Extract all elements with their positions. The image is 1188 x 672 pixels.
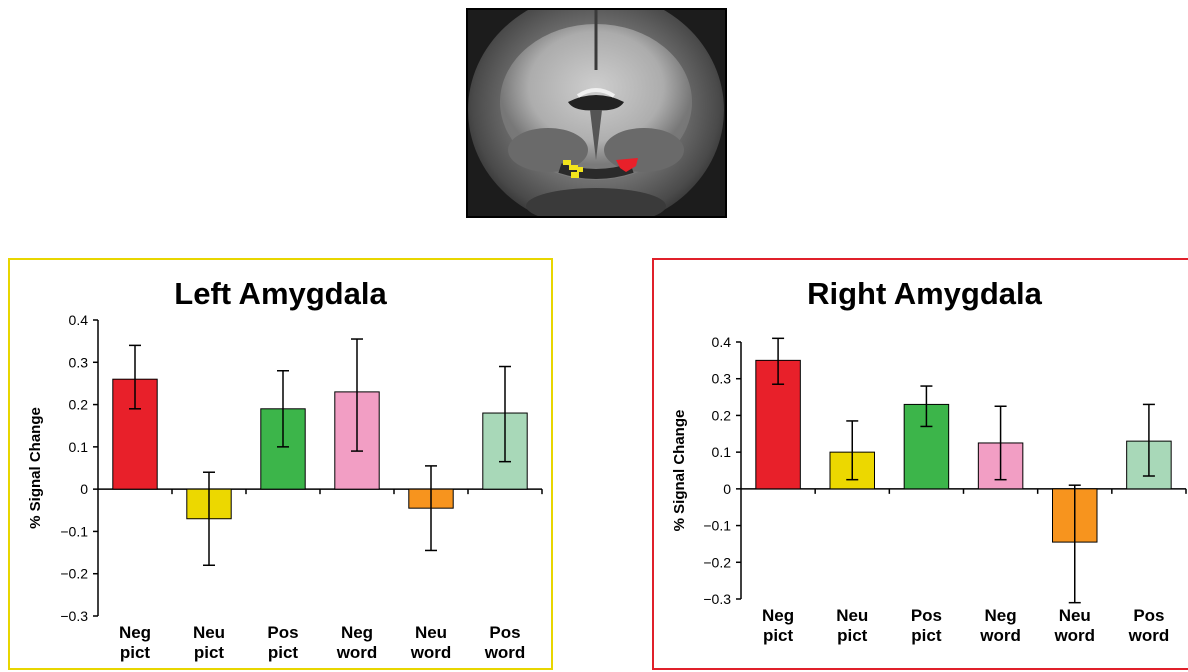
x-tick-label: Neu pict — [836, 606, 868, 645]
x-tick-label-line: Neu — [836, 606, 868, 625]
x-tick-label: Neu word — [1053, 606, 1095, 645]
x-tick-label: Pos word — [1128, 606, 1170, 645]
brain-coronal-slice-image — [466, 0, 727, 228]
x-tick-label-line: word — [979, 626, 1021, 645]
x-tick-label: Pos word — [484, 623, 526, 662]
y-tick-label: −0.1 — [703, 518, 731, 534]
y-tick-label: −0.3 — [703, 591, 731, 607]
right-amygdala-roi — [616, 158, 638, 172]
y-tick-label: 0.4 — [712, 334, 732, 350]
error-bar — [994, 405, 1007, 481]
y-tick-label: 0.2 — [712, 407, 732, 423]
x-tick-label: Neg pict — [762, 606, 794, 645]
x-tick-label: Neu pict — [193, 623, 225, 662]
left-amygdala-chart: % Signal Change 0.4 0.3 0.2 0.1 0 −0.1 −0.2 −0.3… — [27, 312, 543, 662]
error-bar — [425, 465, 437, 552]
x-tick-label-line: Neg — [762, 606, 794, 625]
x-tick-label-line: pict — [194, 643, 225, 662]
x-tick-label-line: Neu — [193, 623, 225, 642]
x-tick-label-line: pict — [837, 626, 868, 645]
x-tick-label-line: pict — [268, 643, 299, 662]
x-tick-label-line: word — [336, 643, 378, 662]
y-axis-label: % Signal Change — [671, 410, 688, 532]
error-bar — [203, 471, 215, 567]
error-bar — [846, 420, 859, 481]
x-tick-label-line: Pos — [1133, 606, 1164, 625]
x-tick-label-line: Pos — [267, 623, 298, 642]
x-tick-label-line: Pos — [911, 606, 942, 625]
left-amygdala-panel: Left Amygdala % Signal Change 0.4 0.3 0.2 0.… — [8, 258, 553, 670]
y-tick-label: 0.1 — [69, 439, 89, 455]
x-tick-label-line: word — [410, 643, 452, 662]
x-tick-label: Neg pict — [119, 623, 151, 662]
right-amygdala-chart: % Signal Change 0.4 0.3 0.2 0.1 0 −0.1 −0.2 −0.3… — [671, 334, 1187, 645]
x-tick-label: Pos pict — [911, 606, 942, 645]
x-tick-label-line: Neg — [119, 623, 151, 642]
error-bar — [1068, 484, 1081, 604]
y-tick-label: −0.3 — [60, 608, 88, 624]
x-tick-label-line: Neg — [985, 606, 1017, 625]
y-axis-label: % Signal Change — [27, 407, 44, 529]
right-amygdala-panel: Right Amygdala % Signal Change 0.4 0.3 0.2 0… — [652, 258, 1188, 670]
y-tick-label: 0.2 — [69, 397, 89, 413]
error-bar — [351, 338, 363, 452]
y-tick-label: −0.2 — [60, 566, 88, 582]
chart-title: Right Amygdala — [807, 276, 1042, 311]
y-tick-label: 0 — [723, 481, 731, 497]
x-tick-label: Neg word — [336, 623, 378, 662]
y-tick-label: 0.3 — [712, 371, 732, 387]
x-tick-label: Pos pict — [267, 623, 298, 662]
error-bar — [920, 385, 933, 428]
x-tick-label-line: pict — [911, 626, 942, 645]
y-tick-label: −0.2 — [703, 554, 731, 570]
x-tick-label: Neu word — [410, 623, 452, 662]
x-tick-label: Neg word — [979, 606, 1021, 645]
error-bar — [1142, 403, 1155, 477]
x-tick-label-line: word — [1128, 626, 1170, 645]
x-tick-label-line: Pos — [489, 623, 520, 642]
x-tick-label-line: word — [484, 643, 526, 662]
y-tick-label: 0.4 — [69, 312, 89, 328]
y-tick-label: 0 — [80, 481, 88, 497]
y-tick-label: −0.1 — [60, 523, 88, 539]
left-amygdala-roi — [563, 160, 583, 178]
chart-title: Left Amygdala — [174, 276, 387, 311]
x-tick-label-line: pict — [120, 643, 151, 662]
brain-scan-icon — [468, 0, 725, 228]
error-bar — [772, 337, 785, 385]
x-tick-label-line: pict — [763, 626, 794, 645]
x-tick-label-line: Neg — [341, 623, 373, 642]
y-tick-label: 0.1 — [712, 444, 732, 460]
x-tick-label-line: Neu — [415, 623, 447, 642]
x-tick-label-line: word — [1053, 626, 1095, 645]
error-bar — [129, 344, 141, 410]
error-bar — [499, 365, 511, 463]
y-tick-label: 0.3 — [69, 354, 89, 370]
x-tick-label-line: Neu — [1059, 606, 1091, 625]
error-bar — [277, 369, 289, 448]
